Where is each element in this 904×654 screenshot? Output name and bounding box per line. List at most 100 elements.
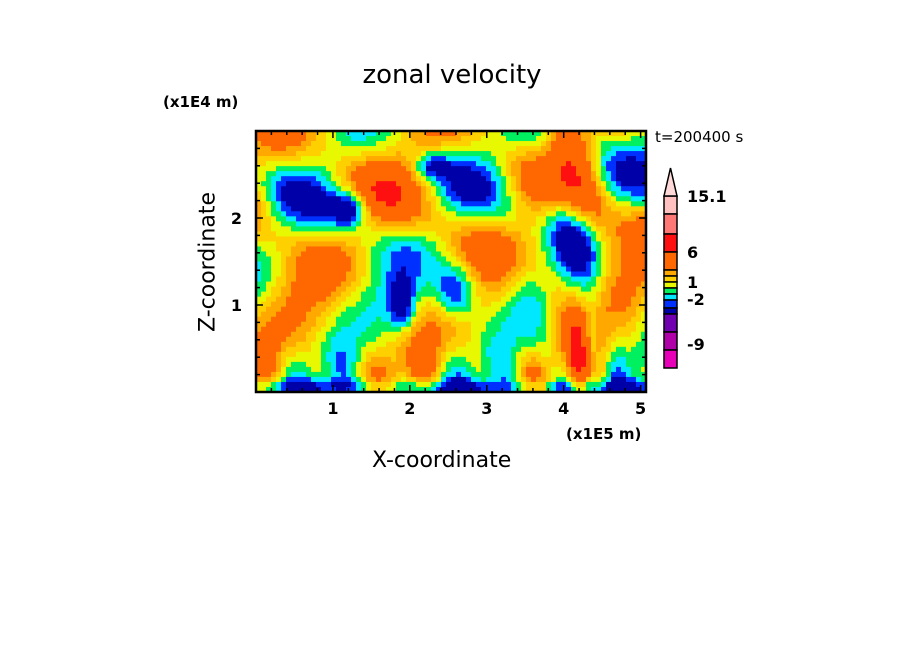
contour-cell (581, 366, 587, 373)
contour-cell (596, 371, 602, 378)
contour-cell (351, 211, 357, 217)
contour-cell (476, 216, 482, 222)
contour-cell (451, 341, 457, 348)
contour-cell (506, 296, 512, 303)
contour-cell (416, 171, 422, 177)
contour-cell (401, 131, 407, 137)
contour-cell (401, 191, 407, 197)
contour-cell (506, 276, 512, 283)
contour-cell (336, 366, 342, 373)
contour-cell (511, 221, 517, 227)
contour-cell (531, 211, 537, 217)
contour-cell (281, 141, 287, 147)
contour-cell (616, 196, 622, 202)
contour-cell (591, 316, 597, 323)
contour-cell (286, 156, 292, 162)
contour-cell (511, 211, 517, 217)
contour-cell (436, 191, 442, 197)
contour-cell (456, 376, 462, 383)
contour-cell (576, 346, 582, 353)
contour-cell (591, 176, 597, 182)
contour-cell (401, 246, 407, 253)
contour-cell (541, 316, 547, 323)
contour-cell (581, 216, 587, 222)
contour-cell (281, 356, 287, 363)
contour-cell (531, 346, 537, 353)
contour-cell (501, 386, 507, 393)
contour-cell (331, 281, 337, 288)
contour-cell (531, 146, 537, 152)
contour-cell (591, 201, 597, 207)
contour-cell (386, 231, 392, 238)
contour-cell (541, 206, 547, 212)
contour-cell (641, 281, 647, 288)
contour-cell (506, 156, 512, 162)
contour-cell (336, 381, 342, 388)
contour-cell (551, 271, 557, 278)
contour-cell (536, 321, 542, 328)
contour-cell (436, 181, 442, 187)
contour-cell (491, 161, 497, 167)
contour-cell (351, 156, 357, 162)
contour-cell (271, 371, 277, 378)
contour-cell (281, 236, 287, 243)
contour-cell (621, 261, 627, 268)
contour-cell (621, 326, 627, 333)
contour-cell (401, 286, 407, 293)
contour-cell (351, 316, 357, 323)
contour-cell (566, 371, 572, 378)
contour-cell (621, 221, 627, 227)
contour-cell (451, 156, 457, 162)
contour-cell (446, 296, 452, 303)
contour-cell (276, 206, 282, 212)
contour-cell (361, 186, 367, 192)
contour-cell (596, 296, 602, 303)
contour-cell (556, 226, 562, 232)
contour-cell (301, 151, 307, 157)
contour-cell (261, 226, 267, 232)
contour-cell (546, 136, 552, 142)
contour-cell (616, 326, 622, 333)
contour-cell (456, 141, 462, 147)
contour-cell (576, 356, 582, 363)
contour-cell (306, 356, 312, 363)
contour-cell (526, 156, 532, 162)
contour-cell (421, 186, 427, 192)
contour-cell (641, 216, 647, 222)
contour-cell (611, 271, 617, 278)
contour-cell (496, 271, 502, 278)
contour-cell (486, 371, 492, 378)
contour-cell (591, 171, 597, 177)
contour-cell (466, 346, 472, 353)
contour-cell (526, 371, 532, 378)
contour-cell (276, 221, 282, 227)
contour-cell (376, 266, 382, 273)
contour-cell (451, 256, 457, 263)
contour-cell (636, 241, 642, 248)
contour-cell (336, 296, 342, 303)
contour-cell (541, 296, 547, 303)
contour-cell (496, 306, 502, 313)
contour-cell (556, 146, 562, 152)
contour-cell (571, 296, 577, 303)
contour-cell (451, 186, 457, 192)
contour-cell (531, 161, 537, 167)
contour-cell (531, 231, 537, 238)
contour-cell (341, 241, 347, 248)
contour-cell (446, 211, 452, 217)
contour-cell (591, 246, 597, 253)
contour-cell (341, 316, 347, 323)
contour-cell (381, 321, 387, 328)
contour-cell (466, 271, 472, 278)
contour-cell (316, 186, 322, 192)
contour-cell (551, 146, 557, 152)
contour-cell (506, 251, 512, 258)
contour-cell (286, 196, 292, 202)
contour-cell (371, 366, 377, 373)
contour-cell (591, 311, 597, 318)
contour-cell (441, 206, 447, 212)
contour-cell (381, 231, 387, 238)
contour-cell (506, 146, 512, 152)
contour-cell (316, 151, 322, 157)
contour-cell (431, 206, 437, 212)
